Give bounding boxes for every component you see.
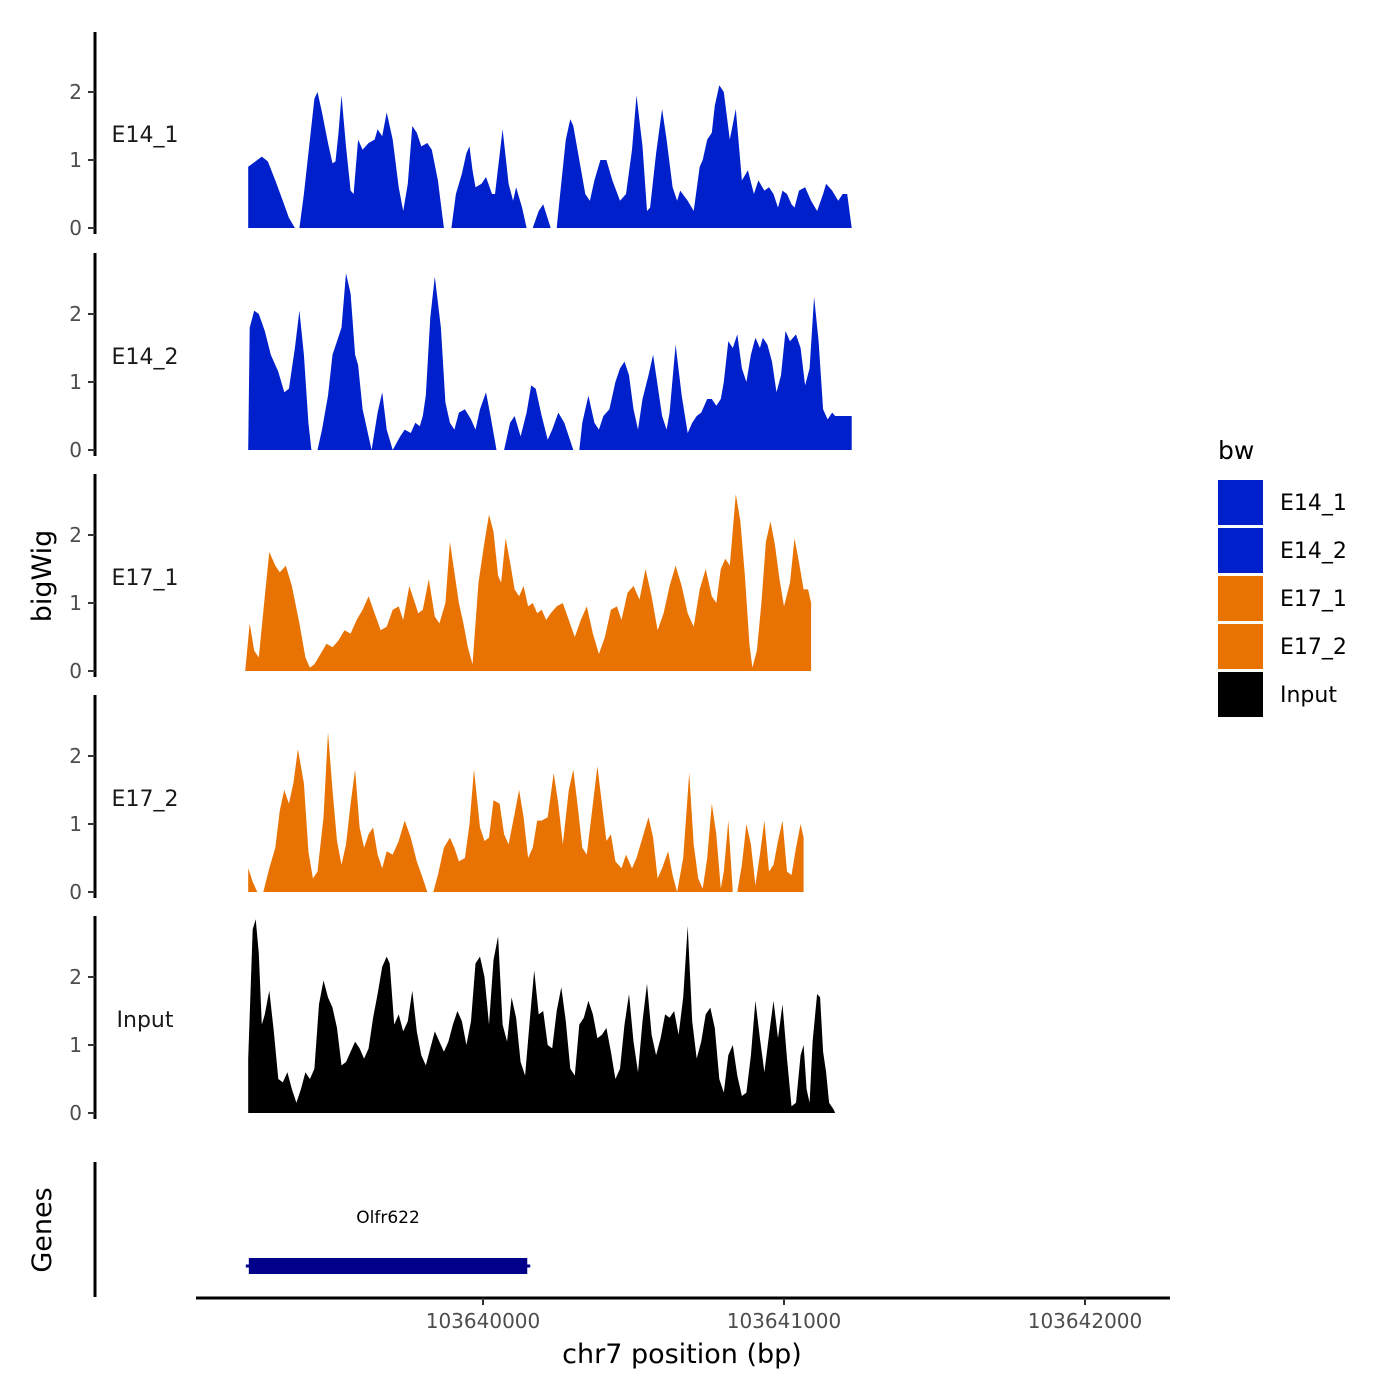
- y-tick-label: 0: [69, 1101, 82, 1125]
- y-tick-label: 1: [69, 812, 82, 836]
- legend-label: E17_2: [1280, 635, 1347, 660]
- track-E14_2: 0 1 2 E14_2: [69, 253, 852, 462]
- track-label: E17_2: [112, 787, 179, 812]
- area-E14_1: [248, 85, 852, 228]
- legend-swatch: [1218, 576, 1263, 621]
- x-tick-label: 103641000: [727, 1309, 842, 1333]
- area-E14_2: [248, 273, 852, 450]
- gene-track: Olfr622: [93, 1162, 531, 1297]
- legend-swatch: [1218, 624, 1263, 669]
- legend-label: E17_1: [1280, 587, 1347, 612]
- legend-title: bw: [1218, 436, 1254, 465]
- x-tick-label: 103642000: [1028, 1309, 1143, 1333]
- y-tick-label: 1: [69, 1033, 82, 1057]
- y-tick-label: 1: [69, 370, 82, 394]
- y-tick-label: 0: [69, 880, 82, 904]
- track-label: E14_1: [112, 123, 179, 148]
- y-tick-label: 2: [69, 302, 82, 326]
- track-E17_1: 0 1 2 E17_1: [69, 474, 812, 683]
- genes-track-title: Genes: [27, 1187, 58, 1272]
- y-tick-label: 1: [69, 591, 82, 615]
- legend-label: E14_1: [1280, 491, 1347, 516]
- y-tick-label: 0: [69, 438, 82, 462]
- signal-tracks: 0 1 2 E14_1 0 1 2 E14_2 0 1 2 E17_1 0 1 2 E17_2 0 1 2 Input: [69, 32, 852, 1125]
- y-tick-label: 0: [69, 659, 82, 683]
- track-E17_2: 0 1 2 E17_2: [69, 695, 804, 904]
- track-E14_1: 0 1 2 E14_1: [69, 32, 852, 240]
- y-tick-label: 0: [69, 216, 82, 240]
- legend: bw E14_1 E14_2 E17_1 E17_2 Input: [1218, 436, 1347, 717]
- y-tick-label: 2: [69, 965, 82, 989]
- y-tick-label: 2: [69, 80, 82, 104]
- legend-swatch: [1218, 480, 1263, 525]
- legend-swatch: [1218, 528, 1263, 573]
- x-axis: 103640000 103641000 103642000: [196, 1296, 1170, 1333]
- track-Input: 0 1 2 Input: [69, 916, 836, 1125]
- x-tick-label: 103640000: [426, 1309, 541, 1333]
- track-label: E17_1: [112, 566, 179, 591]
- y-tick-label: 1: [69, 148, 82, 172]
- area-E17_1: [245, 494, 812, 671]
- x-axis-title: chr7 position (bp): [562, 1339, 802, 1370]
- legend-label: Input: [1280, 683, 1337, 708]
- legend-swatch: [1218, 672, 1263, 717]
- legend-label: E14_2: [1280, 539, 1347, 564]
- y-axis-title: bigWig: [27, 530, 58, 623]
- track-label: Input: [117, 1008, 174, 1033]
- gene-label: Olfr622: [356, 1208, 420, 1228]
- y-tick-label: 2: [69, 744, 82, 768]
- track-label: E14_2: [112, 345, 179, 370]
- area-E17_2: [248, 732, 804, 892]
- area-Input: [248, 919, 836, 1113]
- y-tick-label: 2: [69, 523, 82, 547]
